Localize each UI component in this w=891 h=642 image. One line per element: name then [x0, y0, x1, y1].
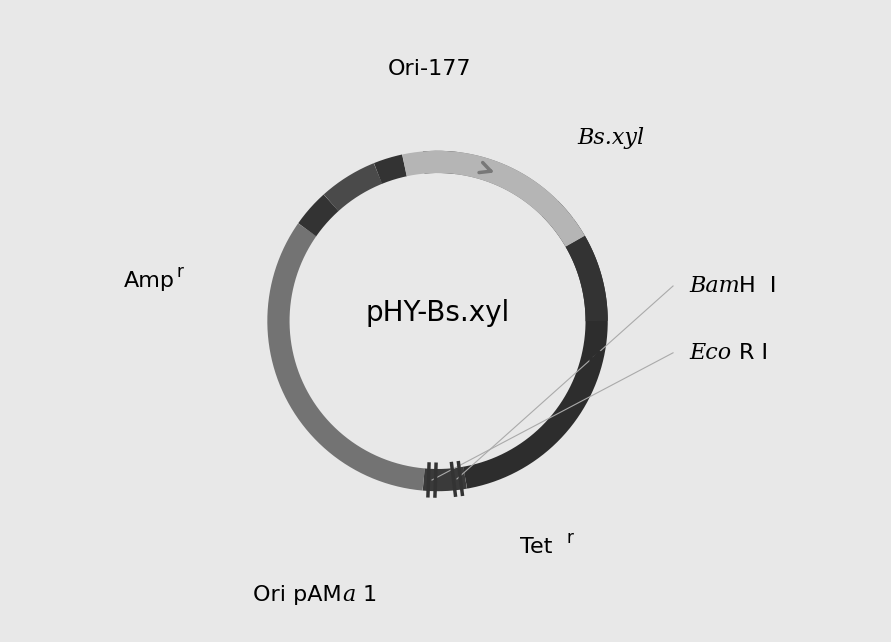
Text: Tet: Tet	[520, 537, 552, 557]
Text: Ori pAM: Ori pAM	[253, 585, 342, 605]
Text: Ori-177: Ori-177	[388, 59, 471, 79]
Text: r: r	[176, 263, 184, 281]
Text: H  I: H I	[739, 276, 776, 296]
Text: 1: 1	[363, 585, 377, 605]
Text: R I: R I	[739, 343, 768, 363]
Text: Bam: Bam	[689, 275, 740, 297]
Text: pHY-Bs.xyl: pHY-Bs.xyl	[365, 299, 510, 327]
Text: Amp: Amp	[124, 271, 175, 291]
Text: r: r	[567, 529, 573, 547]
Text: Eco: Eco	[689, 342, 731, 364]
Text: a: a	[342, 584, 356, 605]
Text: Bs.xyl: Bs.xyl	[577, 127, 645, 149]
